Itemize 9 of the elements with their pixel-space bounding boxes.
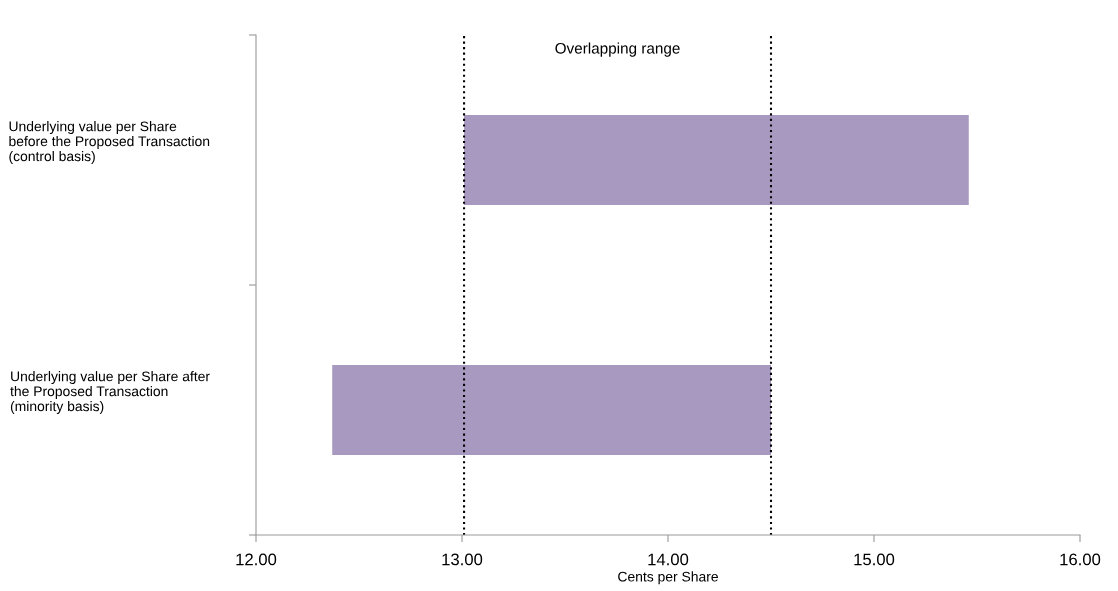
x-tick-label: 16.00: [1060, 553, 1101, 566]
x-tick-label: 15.00: [854, 553, 895, 566]
annotation: Overlapping range: [555, 42, 680, 57]
y-tick-label: Underlying value per Share before the Proposed Transaction (control basis): [9, 121, 210, 164]
y-tick-label: Underlying value per Share after the Proposed Transaction (minority basis): [10, 371, 210, 414]
x-tick-label: 13.00: [442, 553, 483, 566]
x-axis-title: Cents per Share: [618, 571, 718, 585]
x-tick-label: 12.00: [236, 553, 277, 566]
x-tick-label: 14.00: [648, 553, 689, 566]
